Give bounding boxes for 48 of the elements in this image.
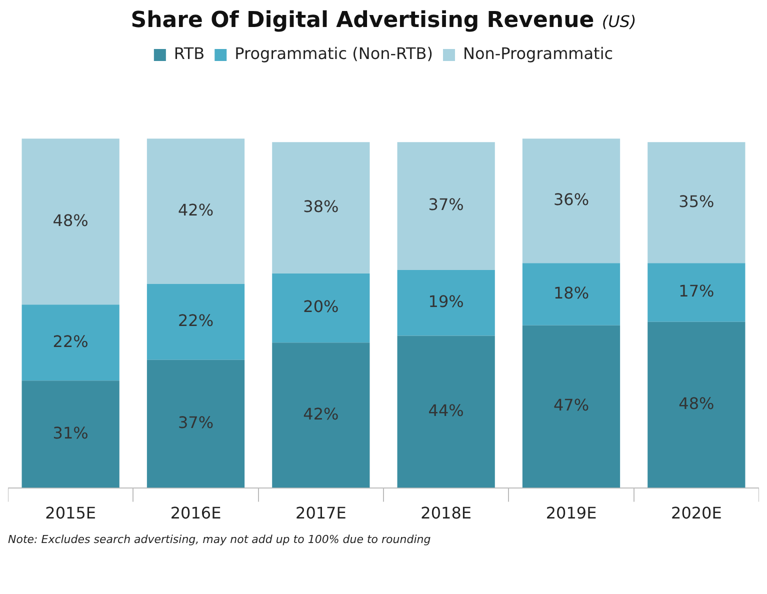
bar [648, 322, 746, 488]
bar [146, 360, 245, 488]
data-label: 31% [52, 423, 88, 442]
data-label: 47% [553, 396, 590, 415]
x-tick-label: 2019E [546, 504, 597, 523]
bar [272, 142, 370, 274]
bar [648, 263, 746, 322]
bar [146, 284, 245, 360]
bar [22, 380, 120, 488]
data-label: 48% [678, 394, 714, 413]
data-label: 42% [303, 404, 339, 424]
data-label: 48% [52, 210, 88, 230]
chart-title: Share Of Digital Advertising Revenue [130, 8, 594, 33]
data-label: 42% [178, 200, 214, 220]
legend-label: RTB [174, 44, 205, 64]
data-label: 35% [678, 192, 714, 211]
data-label: 38% [303, 196, 339, 216]
bar [22, 138, 120, 305]
bar [522, 138, 620, 264]
bar [272, 342, 370, 488]
x-tick-label: 2017E [296, 504, 346, 523]
data-label: 17% [678, 282, 714, 301]
x-tick-label: 2016E [170, 504, 222, 523]
chart-subtitle: (US) [602, 12, 636, 31]
data-label: 22% [178, 311, 214, 330]
data-label: 18% [553, 283, 590, 302]
bar [522, 325, 620, 488]
bar [397, 336, 495, 488]
data-label: 20% [303, 297, 339, 316]
data-label: 19% [428, 292, 464, 312]
x-tick-label: 2020E [671, 504, 722, 523]
bar [146, 138, 245, 284]
data-label: 37% [178, 413, 214, 432]
x-tick-label: 2018E [420, 504, 472, 523]
bar [648, 142, 746, 264]
legend-label: Non-Programmatic [462, 44, 614, 64]
data-label: 37% [428, 195, 464, 214]
text: Note: Excludes search advertising, may not add up to 100% due to rounding [8, 533, 432, 546]
x-tick-label: 2015E [45, 504, 96, 523]
bar [397, 270, 495, 336]
data-label: 22% [52, 332, 88, 351]
bar [522, 263, 620, 326]
legend-label: Programmatic (Non-RTB) [234, 44, 433, 64]
bar [397, 142, 495, 270]
bar [272, 273, 370, 343]
data-label: 36% [553, 190, 590, 210]
data-label: 44% [428, 400, 464, 420]
bar [22, 304, 120, 381]
